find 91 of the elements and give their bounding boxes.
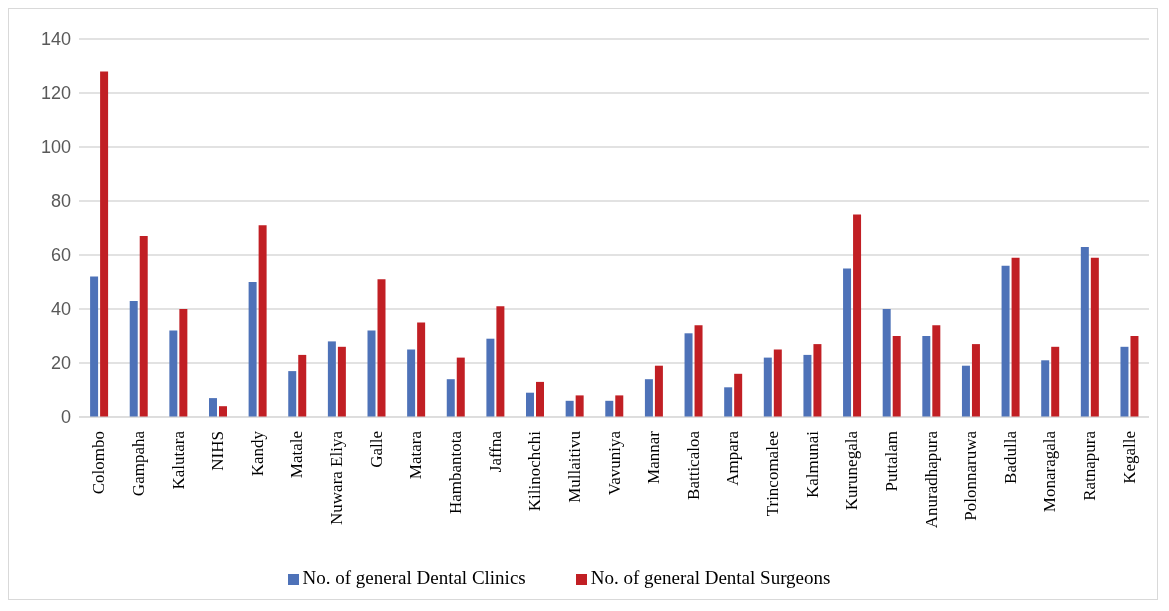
bar [456,357,465,417]
x-tick-label: Jaffna [485,430,505,473]
bar [654,365,663,417]
bar [644,379,653,417]
x-tick-label: Galle [366,431,386,468]
x-tick-label: Colombo [89,431,109,495]
bar [565,400,574,417]
x-tick-label: Nuwara Eliya [327,430,347,525]
bar [327,341,336,417]
bar [1120,346,1129,417]
x-tick-label: Kilinochchi [525,430,545,512]
bar [763,357,772,417]
bar [734,373,743,417]
bar [248,282,257,417]
bar [1130,336,1139,417]
bar [1011,257,1020,417]
x-tick-label: Monaragala [1040,430,1060,513]
bar [684,333,693,417]
x-tick-label: Batticaloa [683,430,703,500]
bar [1051,346,1060,417]
x-tick-label: Anuradhapura [921,430,941,529]
bar [813,344,822,417]
bar [882,309,891,417]
bar [615,395,624,417]
x-tick-label: NIHS [208,431,228,471]
x-tick-label: Vavuniya [604,430,624,496]
bar [1041,360,1050,417]
bar [694,325,703,417]
bar [843,268,852,417]
x-tick-label: Trincomalee [763,431,783,517]
bar [337,346,346,417]
x-tick-label: Kegalle [1119,431,1139,484]
x-tick-label: Badulla [1000,430,1020,484]
bar [367,330,376,417]
bar [605,400,614,417]
x-tick-label: Matara [406,430,426,480]
bar [724,387,733,417]
bar [892,336,901,417]
x-tick-label: Ampara [723,430,743,486]
x-tick-label: Kalmunai [802,430,822,499]
bar [208,398,217,417]
y-tick-label: 120 [40,83,71,104]
bar [169,330,178,417]
bar [129,300,138,417]
bar [407,349,416,417]
bar [446,379,455,417]
x-tick-label: Mannar [644,430,664,484]
bar [971,344,980,417]
x-tick-label: Gampaha [128,430,148,497]
bar [139,236,148,417]
bar [526,392,535,417]
bar [100,71,109,417]
x-tick-label: Kalutara [168,430,188,490]
x-tick-label: Kandy [247,430,267,477]
x-tick-label: Polonnaruwa [961,430,981,521]
bar [486,338,495,417]
bar [803,354,812,417]
bar [417,322,426,417]
x-tick-label: Ratnapura [1080,430,1100,501]
y-tick-label: 140 [40,29,71,50]
y-tick-label: 80 [50,191,71,212]
bar [1001,265,1010,417]
bar [575,395,584,417]
legend-label: No. of general Dental Clinics [302,567,526,588]
bar [179,309,188,417]
bar [377,279,386,417]
bar [1080,246,1089,417]
legend-label: No. of general Dental Surgeons [590,567,831,588]
bar [536,381,545,417]
x-tick-label: Puttalam [881,431,901,492]
x-tick-label: Kurunegala [842,430,862,511]
y-tick-label: 60 [50,245,71,266]
bar [288,371,297,417]
x-tick-label: Hambantota [445,430,465,515]
y-tick-label: 20 [50,353,71,374]
bar [218,406,227,417]
bar [90,276,99,417]
x-tick-label: Matale [287,431,307,479]
bar [961,365,970,417]
y-tick-label: 0 [60,407,71,428]
bar [1090,257,1099,417]
bar [773,349,782,417]
bar [922,336,931,417]
y-tick-label: 40 [50,299,71,320]
bar [496,306,505,417]
x-tick-label: Mullaitivu [564,430,584,503]
bar [853,214,862,417]
bar [298,354,307,417]
y-tick-label: 100 [40,137,71,158]
bar [258,225,267,417]
bar [932,325,941,417]
